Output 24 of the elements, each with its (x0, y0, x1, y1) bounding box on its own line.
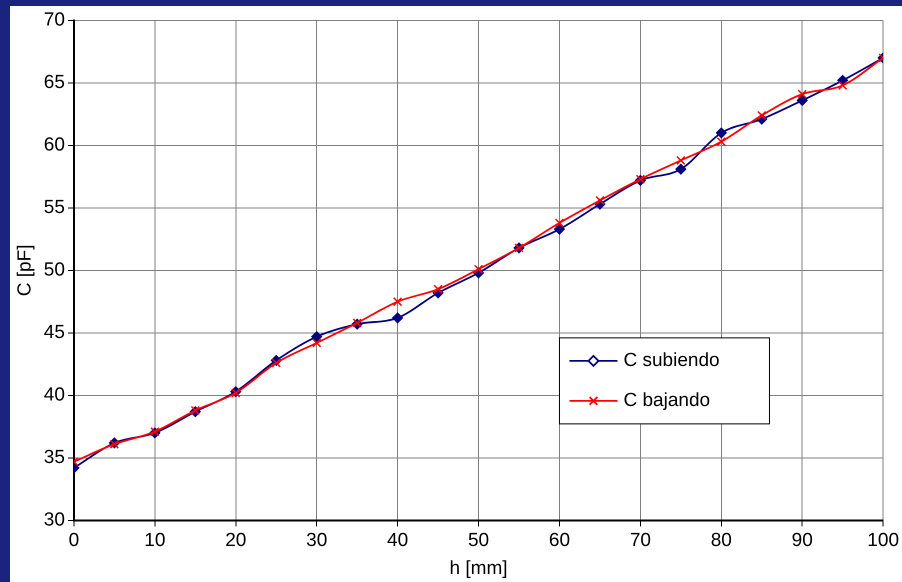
y-tick-label: 65 (44, 72, 65, 94)
x-tick-label: 50 (468, 530, 490, 552)
y-tick-label: 60 (44, 134, 65, 156)
x-tick-label: 40 (387, 530, 408, 552)
x-tick-label: 80 (710, 530, 732, 552)
y-tick-label: 50 (44, 260, 65, 281)
y-tick-label: 45 (44, 322, 65, 344)
x-tick-label: 30 (306, 530, 328, 552)
y-tick-label: 30 (44, 510, 65, 531)
y-tick-label: 35 (44, 447, 65, 468)
y-tick-label: 40 (44, 384, 65, 406)
x-tick-label: 10 (144, 530, 166, 552)
x-axis-title: h [mm] (450, 558, 508, 579)
y-tick-label: 70 (44, 10, 65, 31)
y-tick-label: 55 (44, 197, 65, 218)
x-tick-label: 70 (630, 530, 651, 552)
x-tick-label: 100 (867, 530, 899, 552)
legend-label: C bajando (623, 390, 710, 412)
x-tick-label: 60 (548, 530, 570, 552)
legend-label: C subiendo (623, 350, 720, 372)
x-tick-label: 0 (68, 530, 80, 552)
x-tick-label: 90 (792, 530, 813, 552)
y-axis-title: C [pF] (14, 244, 36, 296)
x-tick-label: 20 (225, 530, 246, 552)
